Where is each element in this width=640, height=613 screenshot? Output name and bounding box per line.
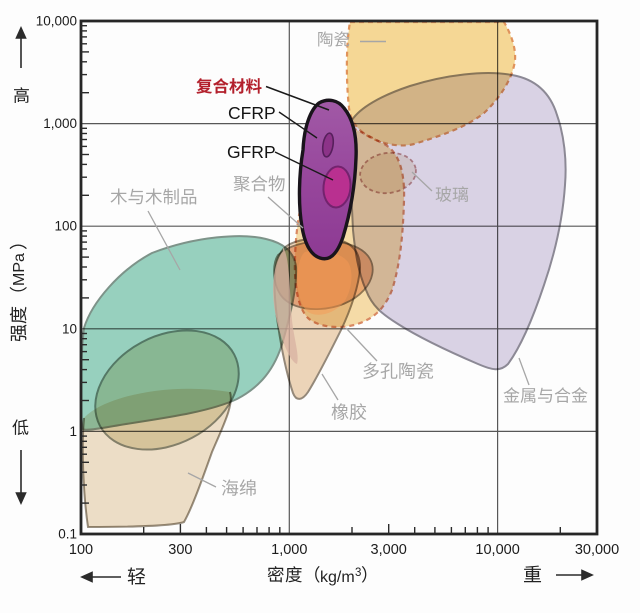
svg-text:CFRP: CFRP — [228, 103, 276, 123]
svg-text:3: 3 — [355, 567, 361, 579]
svg-text:10: 10 — [62, 321, 77, 336]
svg-text:10,000: 10,000 — [36, 14, 77, 29]
svg-text:100: 100 — [69, 542, 93, 558]
svg-text:0.1: 0.1 — [58, 527, 77, 542]
svg-text:30,000: 30,000 — [575, 542, 619, 558]
svg-text:kg/m: kg/m — [320, 569, 355, 586]
svg-text:MPa: MPa — [11, 253, 28, 286]
svg-text:300: 300 — [168, 542, 192, 558]
svg-text:1: 1 — [69, 424, 77, 439]
svg-text:GFRP: GFRP — [227, 142, 276, 162]
svg-text:10,000: 10,000 — [475, 542, 519, 558]
svg-text:1,000: 1,000 — [43, 116, 77, 131]
svg-text:100: 100 — [54, 219, 77, 234]
svg-text:1,000: 1,000 — [271, 542, 307, 558]
svg-text:3,000: 3,000 — [371, 542, 407, 558]
